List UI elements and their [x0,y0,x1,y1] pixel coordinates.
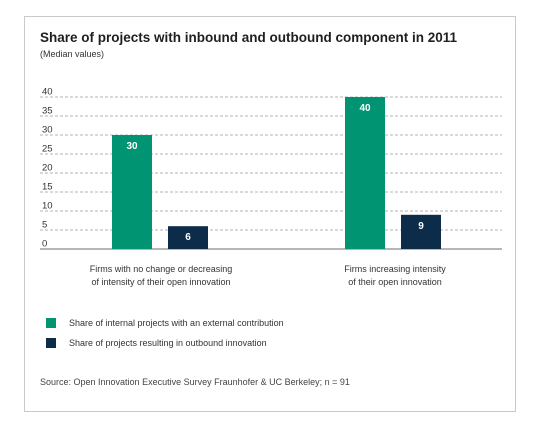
bar-series0-cat0 [112,135,152,249]
category-label-1-line-0: Firms increasing intensity [344,264,446,274]
bar-value-label-series0-cat0: 30 [126,141,138,152]
y-tick-labels: 0 5 10 15 20 25 30 35 40 [42,87,53,250]
bar-series1-cat0 [168,226,208,249]
legend-label-outbound: Share of projects resulting in outbound … [69,338,267,348]
bars [112,97,441,249]
legend-label-internal: Share of internal projects with an exter… [69,318,284,328]
chart-title: Share of projects with inbound and outbo… [40,30,458,45]
category-label-0: Firms with no change or decreasing of in… [70,263,252,289]
y-tick-label-0: 0 [42,239,47,250]
bar-value-labels: 30 40 6 9 [126,103,424,243]
legend-swatch-outbound [46,338,56,348]
legend-swatch-internal [46,318,56,328]
source-note: Source: Open Innovation Executive Survey… [40,377,350,387]
bar-value-label-series1-cat1: 9 [418,221,424,232]
chart-subtitle: (Median values) [40,49,105,59]
bar-value-label-series0-cat1: 40 [359,103,371,114]
y-tick-label-15: 15 [42,182,53,193]
y-tick-label-40: 40 [42,87,53,98]
category-label-0-line-0: Firms with no change or decreasing [89,264,233,274]
y-tick-label-30: 30 [42,125,53,136]
category-label-1-line-1: of their open innovation [348,277,442,287]
category-label-1: Firms increasing intensity of their open… [305,263,485,289]
legend-item-outbound: Share of projects resulting in outbound … [46,338,267,348]
y-tick-label-25: 25 [42,144,53,155]
y-tick-label-20: 20 [42,163,53,174]
bar-series0-cat1 [345,97,385,249]
category-label-0-line-1: of intensity of their open innovation [91,277,231,287]
legend-item-internal: Share of internal projects with an exter… [46,318,284,328]
bar-value-label-series1-cat0: 6 [185,232,191,243]
y-tick-label-35: 35 [42,106,53,117]
chart-frame [24,16,516,412]
bar-series1-cat1 [401,214,441,249]
y-tick-label-10: 10 [42,201,53,212]
y-tick-label-5: 5 [42,220,47,231]
